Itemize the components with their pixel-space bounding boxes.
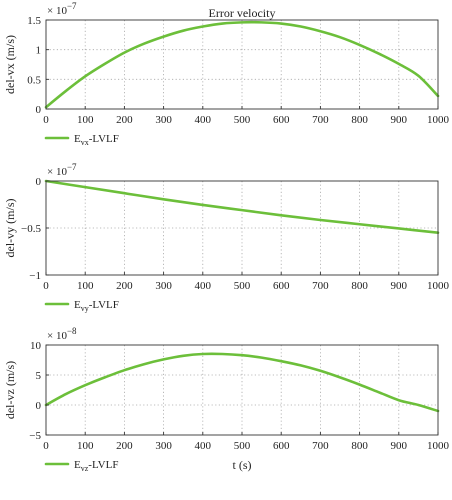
vz-legend: Evz-LVLF: [44, 459, 118, 473]
vy-xtick-label: 700: [312, 280, 329, 292]
vz-xtick-label: 600: [273, 440, 290, 452]
vz-xtick-label: 1000: [427, 440, 450, 452]
vx-legend-sub: vx: [81, 138, 89, 147]
vz-curve: [44, 352, 440, 413]
panel-vy: 0 100 200 300 400 500 600 700 800 900 1000 −1 −0.50 …: [3, 162, 450, 313]
vx-ytick-label: 1.5: [27, 15, 41, 27]
vz-ytick-label: 10: [30, 340, 42, 352]
vy-grid: [46, 181, 438, 275]
vx-ytick-label: 1: [36, 45, 42, 57]
vz-exponent-base: × 10: [47, 330, 67, 342]
vy-ytick-label: −0.5: [21, 223, 41, 235]
vz-xtick-label: 900: [391, 440, 408, 452]
vz-ytick-label: −5: [29, 430, 41, 442]
vx-legend: Evx-LVLF: [44, 133, 119, 147]
vz-ylabel: del-vz (m/s): [3, 361, 17, 419]
vx-legend-main: E: [74, 133, 81, 145]
vx-axis-ticks: 0 100 200 300 400 500 600 700 800 900 1000 0 0.5 1 1.5: [27, 15, 449, 126]
vz-exponent-power: −8: [67, 326, 77, 336]
vz-legend-sub: vz: [81, 464, 89, 473]
vx-xtick-label: 0: [43, 114, 49, 126]
vx-ylabel: del-vx (m/s): [3, 35, 17, 94]
vx-xtick-label: 500: [234, 114, 251, 126]
vx-exponent-base: × 10: [47, 5, 67, 17]
vx-xtick-label: 400: [195, 114, 212, 126]
vy-axis-ticks: 0 100 200 300 400 500 600 700 800 900 1000 −1 −0.5 0: [21, 176, 449, 292]
vy-xtick-label: 0: [43, 280, 49, 292]
vx-xtick-label: 700: [312, 114, 329, 126]
vy-exponent-power: −7: [67, 162, 77, 172]
vx-ytick-label: 0: [36, 104, 42, 116]
vz-xtick-label: 500: [234, 440, 251, 452]
vx-grid: [46, 20, 438, 109]
vy-legend-suffix: -LVLF: [89, 299, 119, 311]
vx-chart-title: Error velocity: [209, 6, 276, 20]
vy-ytick-label: 0: [36, 176, 42, 188]
vy-xtick-label: 500: [234, 280, 251, 292]
vy-legend-sub: vy: [81, 304, 89, 313]
vy-xtick-label: 1000: [427, 280, 450, 292]
vx-ytick-label: 0.5: [27, 74, 41, 86]
vx-xtick-label: 600: [273, 114, 290, 126]
vy-xtick-label: 600: [273, 280, 290, 292]
vz-grid: [46, 345, 438, 435]
vx-exponent-power: −7: [67, 1, 77, 11]
vy-legend-main: E: [74, 299, 81, 311]
vy-xtick-label: 900: [391, 280, 408, 292]
vy-exponent-base: × 10: [47, 166, 67, 178]
panel-vx: 0 100 200 300 400 500 600 700 800 900 1000 0 0.5 1 1.5…: [3, 1, 450, 147]
vy-exponent: × 10−7: [47, 162, 77, 178]
vy-xtick-label: 100: [77, 280, 94, 292]
vx-exponent: × 10−7: [47, 1, 77, 17]
vy-xtick-label: 300: [155, 280, 172, 292]
vy-xtick-label: 400: [195, 280, 212, 292]
vz-exponent: × 10−8: [47, 326, 77, 342]
vz-xlabel: t (s): [233, 458, 252, 472]
vz-ytick-label: 0: [36, 400, 42, 412]
vz-xtick-label: 0: [43, 440, 49, 452]
vy-ylabel: del-vy (m/s): [3, 199, 17, 258]
vx-legend-label: Evx-LVLF: [74, 133, 119, 147]
vy-xtick-label: 800: [351, 280, 368, 292]
vy-xtick-label: 200: [116, 280, 133, 292]
vx-xtick-label: 100: [77, 114, 94, 126]
vx-xtick-label: 800: [351, 114, 368, 126]
vy-legend: Evy-LVLF: [44, 299, 119, 313]
vz-xtick-label: 100: [77, 440, 94, 452]
vy-legend-label: Evy-LVLF: [74, 299, 119, 313]
vy-curve: [44, 179, 440, 234]
vz-legend-main: E: [74, 459, 81, 471]
vx-xtick-label: 900: [391, 114, 408, 126]
vx-curve: [44, 20, 440, 109]
vz-xtick-label: 700: [312, 440, 329, 452]
vz-xtick-label: 300: [155, 440, 172, 452]
vy-ytick-label: −1: [29, 270, 41, 282]
vz-xtick-label: 800: [351, 440, 368, 452]
vx-xtick-label: 300: [155, 114, 172, 126]
vz-xtick-label: 400: [195, 440, 212, 452]
vx-legend-suffix: -LVLF: [89, 133, 119, 145]
vz-ytick-label: 5: [36, 370, 42, 382]
vz-legend-suffix: -LVLF: [88, 459, 118, 471]
vz-xtick-label: 200: [116, 440, 133, 452]
vx-xtick-label: 1000: [427, 114, 450, 126]
vz-legend-label: Evz-LVLF: [74, 459, 118, 473]
vx-xtick-label: 200: [116, 114, 133, 126]
